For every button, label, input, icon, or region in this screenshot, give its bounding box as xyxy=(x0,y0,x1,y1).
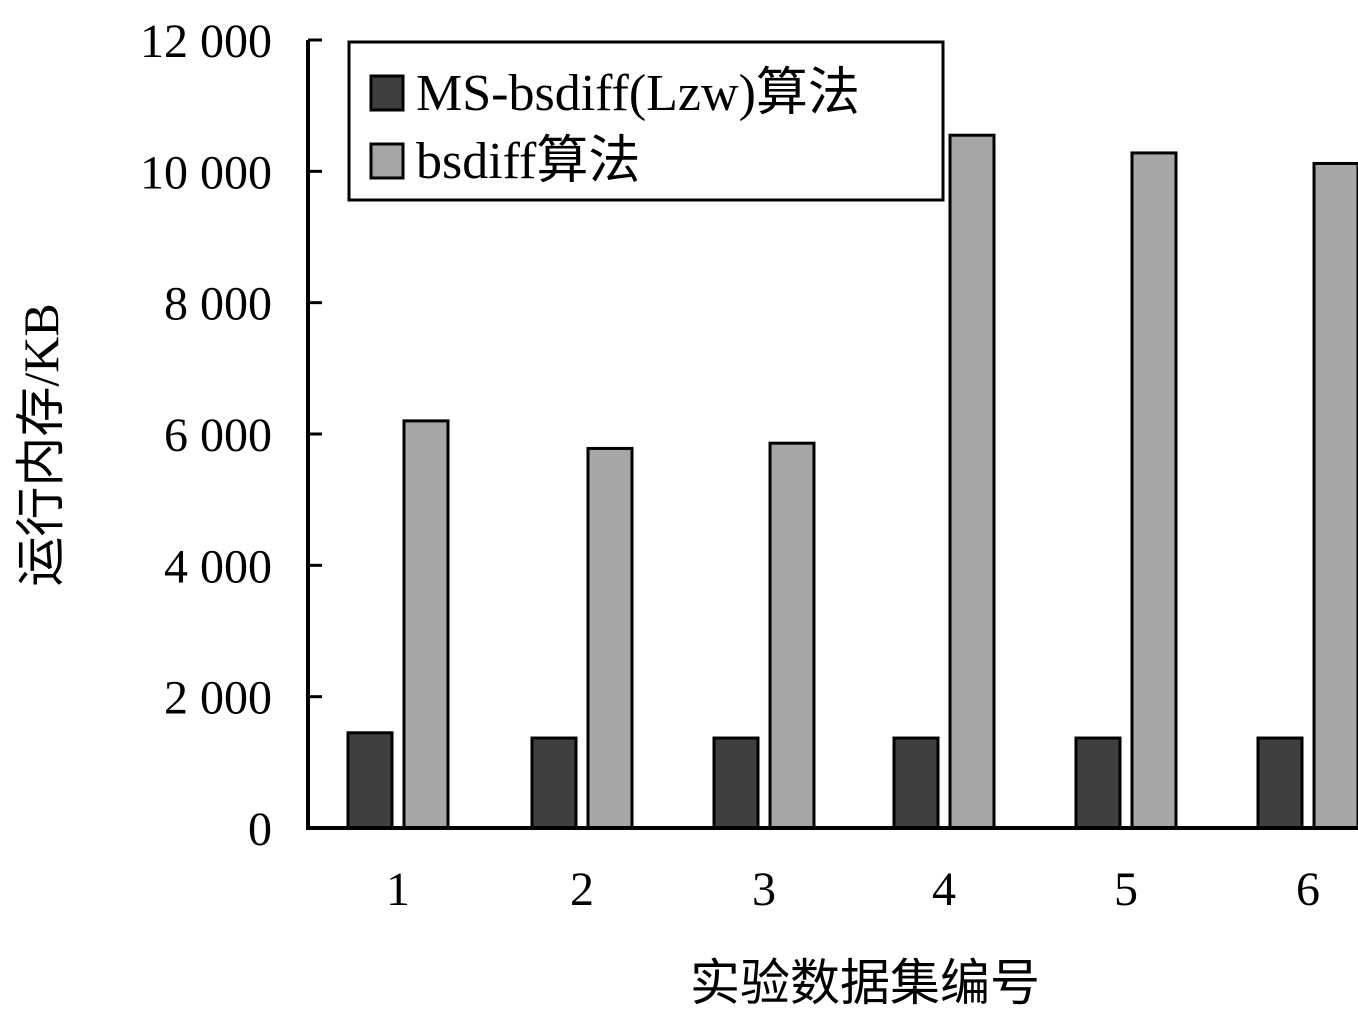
x-ticks-group: 1 2 3 4 5 6 xyxy=(386,863,1320,916)
y-tick-label: 6 000 xyxy=(164,409,272,462)
bar-series1-cat4 xyxy=(892,736,940,830)
bar-series2-cat5 xyxy=(1130,151,1178,830)
bar-series2-cat1 xyxy=(402,419,450,830)
bar-series2-cat4 xyxy=(948,133,996,830)
legend-swatch-bsdiff xyxy=(369,142,405,180)
y-tick-label: 10 000 xyxy=(140,146,272,199)
x-tick-label: 2 xyxy=(570,863,594,916)
x-tick-label: 1 xyxy=(386,863,410,916)
legend: MS-bsdiff(Lzw)算法 bsdiff算法 xyxy=(347,40,945,202)
y-tick-label: 2 000 xyxy=(164,672,272,725)
legend-swatch-ms-bsdiff xyxy=(369,74,405,112)
bar-series1-cat6 xyxy=(1256,736,1304,830)
y-tick-label: 12 000 xyxy=(140,15,272,68)
legend-label-ms-bsdiff: MS-bsdiff(Lzw)算法 xyxy=(416,65,860,122)
y-tick-label: 0 xyxy=(248,803,272,856)
bar-series2-cat3 xyxy=(768,441,816,830)
bars-group xyxy=(346,133,1358,830)
legend-label-bsdiff: bsdiff算法 xyxy=(416,133,640,190)
bar-series1-cat2 xyxy=(530,736,578,830)
x-tick-label: 5 xyxy=(1114,863,1138,916)
bar-series1-cat5 xyxy=(1074,736,1122,830)
y-tick-label: 8 000 xyxy=(164,278,272,331)
bar-series1-cat1 xyxy=(346,731,394,830)
bar-series2-cat2 xyxy=(586,446,634,830)
x-axis-title: 实验数据集编号 xyxy=(690,955,1040,1011)
y-ticks-group: 0 2 000 4 000 6 000 8 000 10 000 12 000 xyxy=(140,15,322,856)
legend-box xyxy=(347,40,945,202)
bar-series1-cat3 xyxy=(712,736,760,830)
y-tick-label: 4 000 xyxy=(164,540,272,593)
bar-series2-cat6 xyxy=(1312,161,1358,830)
y-axis-title: 运行内存/KB xyxy=(13,303,69,586)
x-tick-label: 6 xyxy=(1296,863,1320,916)
x-tick-label: 3 xyxy=(752,863,776,916)
x-tick-label: 4 xyxy=(932,863,956,916)
